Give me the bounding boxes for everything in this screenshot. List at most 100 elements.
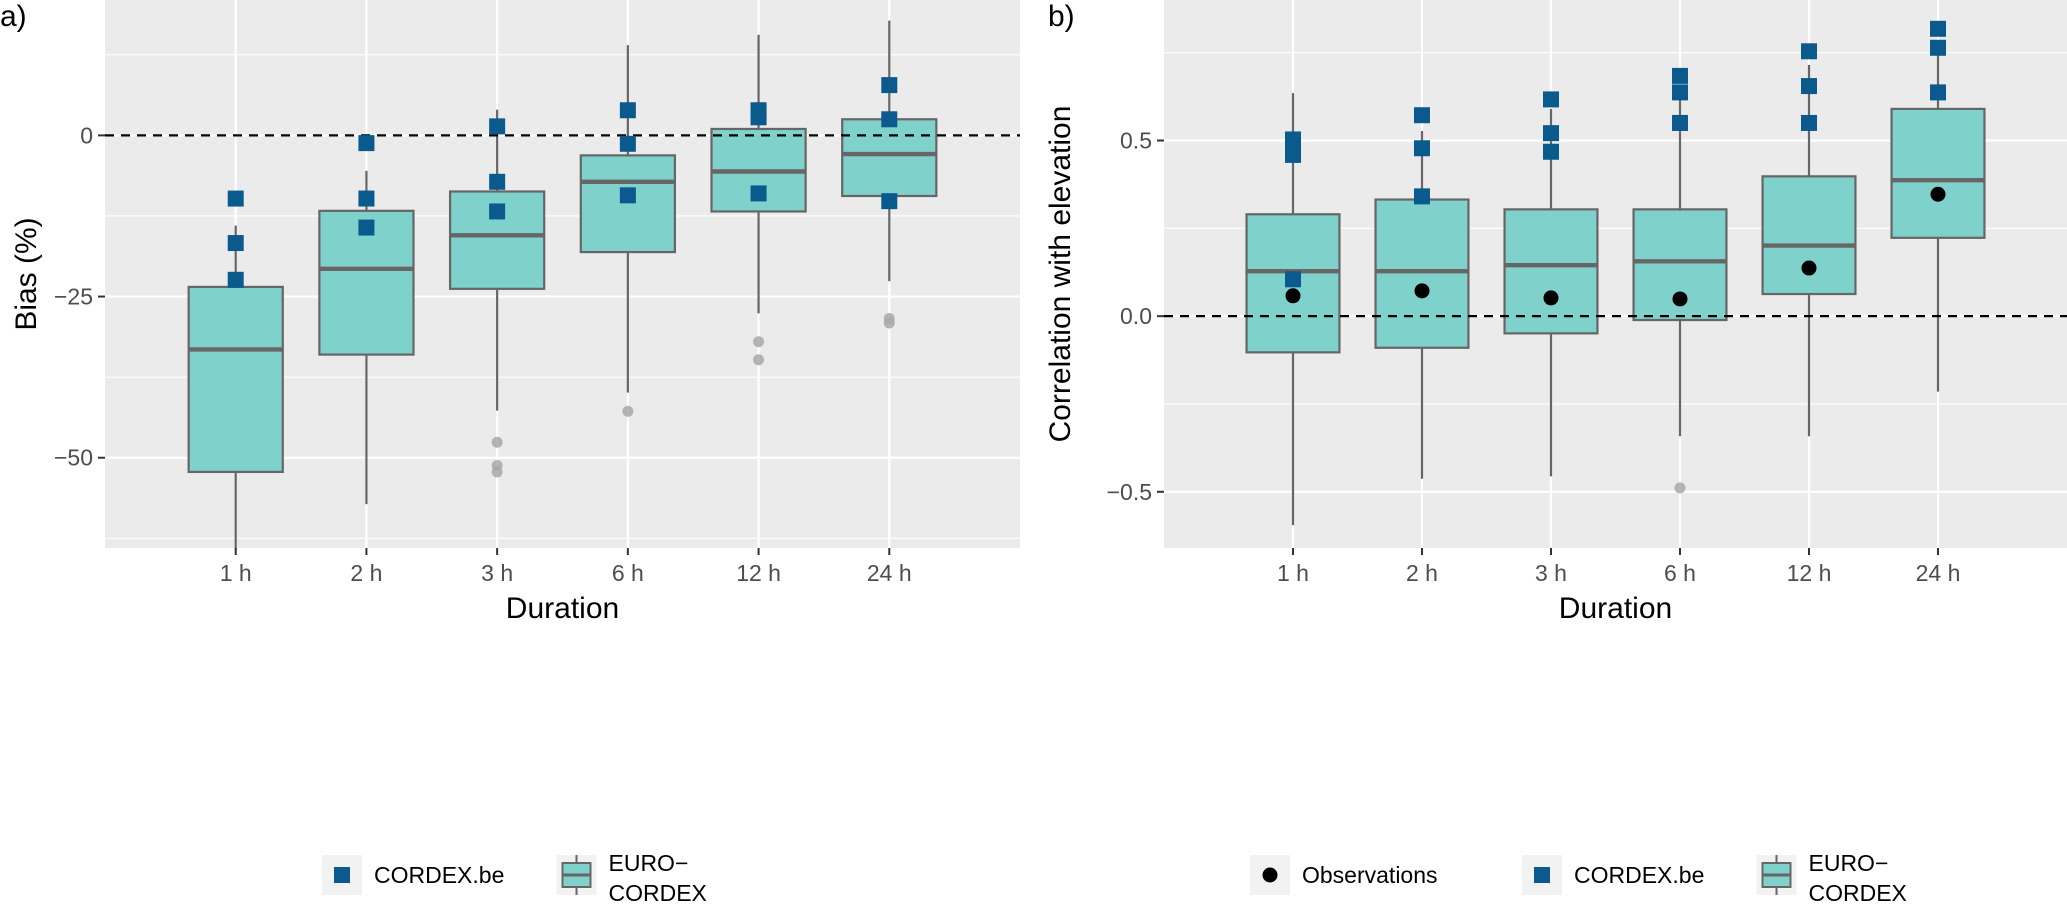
cordex-be-point xyxy=(1930,20,1946,37)
cordex-be-point xyxy=(1543,91,1559,108)
legend-label: Observations xyxy=(1302,862,1438,888)
boxplot-24h xyxy=(1890,45,1986,392)
box-iqr xyxy=(187,285,284,474)
cordex-be-point xyxy=(1543,143,1559,160)
box-iqr xyxy=(1503,208,1599,335)
cordex-be-point xyxy=(619,102,636,119)
outlier-point xyxy=(753,354,765,366)
observation-point xyxy=(1543,290,1559,306)
y-tick-label: −25 xyxy=(54,284,93,310)
panel-label: b) xyxy=(1048,0,1075,33)
y-tick-label: −0.5 xyxy=(1107,479,1152,505)
observation-point xyxy=(1285,288,1301,304)
boxplot-24h xyxy=(841,20,938,329)
x-tick-label: 3 h xyxy=(481,560,513,586)
x-tick-label: 2 h xyxy=(1406,560,1438,586)
cordex-be-point xyxy=(1414,107,1430,124)
observation-point xyxy=(1801,260,1817,276)
cordex-be-point xyxy=(1672,114,1688,131)
box-iqr xyxy=(579,154,677,254)
legend: Observations CORDEX.be EURO− CORDEX xyxy=(1250,850,1907,906)
x-tick-label: 6 h xyxy=(612,560,644,586)
cordex-be-point xyxy=(1285,131,1301,148)
observation-point xyxy=(1414,283,1430,299)
chart-panel-a: −50 −25 0 1 h 2 h 3 h 6 h 12 h 24 h Duration Bias … xyxy=(0,0,1020,906)
observation-point xyxy=(1930,186,1946,202)
cordex-be-point xyxy=(1672,84,1688,101)
x-axis-title: Duration xyxy=(1559,592,1672,625)
legend-key-circle xyxy=(1262,867,1278,883)
box-iqr xyxy=(1890,107,1986,239)
cordex-be-point xyxy=(750,185,767,202)
x-axis-title: Duration xyxy=(506,592,619,625)
cordex-be-point xyxy=(489,203,506,220)
cordex-be-point xyxy=(1930,39,1946,56)
legend-key-square xyxy=(334,867,350,883)
panel-label: a) xyxy=(0,0,27,33)
boxplot-3h xyxy=(1503,108,1599,477)
y-tick-label: 0.5 xyxy=(1120,128,1152,154)
cordex-be-point xyxy=(489,118,506,135)
cordex-be-point xyxy=(358,219,375,236)
cordex-be-point xyxy=(1801,78,1817,95)
x-tick-label: 24 h xyxy=(867,560,912,586)
cordex-be-point xyxy=(358,135,375,152)
outlier-point xyxy=(491,436,503,448)
boxplot-12h xyxy=(1761,64,1857,437)
cordex-be-point xyxy=(227,271,244,288)
legend-label: EURO− xyxy=(609,850,689,876)
cordex-be-point xyxy=(1414,188,1430,205)
outlier-point xyxy=(1674,482,1686,494)
box-iqr xyxy=(841,118,938,198)
outlier-point xyxy=(622,405,634,417)
observation-point xyxy=(1672,291,1688,307)
cordex-be-point xyxy=(1801,43,1817,60)
y-axis-title: Correlation with elevation xyxy=(1044,106,1077,443)
outlier-point xyxy=(491,466,503,478)
outlier-point xyxy=(753,336,765,348)
legend: CORDEX.be EURO− CORDEX xyxy=(322,850,707,906)
legend-label: EURO− xyxy=(1809,850,1889,876)
legend-key-square xyxy=(1534,867,1550,883)
x-tick-label: 3 h xyxy=(1535,560,1567,586)
y-axis-title: Bias (%) xyxy=(10,217,43,330)
x-tick-label: 24 h xyxy=(1916,560,1961,586)
cordex-be-point xyxy=(619,187,636,204)
y-tick-label: 0.0 xyxy=(1120,303,1152,329)
y-tick-label: 0 xyxy=(80,122,93,148)
legend-label: CORDEX xyxy=(609,880,707,906)
cordex-be-point xyxy=(1285,146,1301,163)
cordex-be-point xyxy=(1285,271,1301,288)
cordex-be-point xyxy=(881,111,898,128)
box-iqr xyxy=(1761,175,1857,296)
x-tick-label: 6 h xyxy=(1664,560,1696,586)
y-tick-label: −50 xyxy=(54,445,93,471)
x-tick-label: 1 h xyxy=(220,560,252,586)
cordex-be-point xyxy=(881,193,898,210)
legend-label: CORDEX.be xyxy=(374,862,504,888)
cordex-be-point xyxy=(1801,114,1817,131)
cordex-be-point xyxy=(881,77,898,94)
cordex-be-point xyxy=(358,190,375,207)
cordex-be-point xyxy=(227,190,244,207)
boxplot-6h xyxy=(579,45,677,417)
chart-panel-b: −0.5 0.0 0.5 1 h 2 h 3 h 6 h 12 h 24 h Duration Co… xyxy=(1044,0,2067,906)
x-tick-label: 2 h xyxy=(350,560,382,586)
legend-label: CORDEX xyxy=(1809,880,1907,906)
cordex-be-point xyxy=(750,109,767,126)
x-tick-label: 12 h xyxy=(736,560,781,586)
cordex-be-point xyxy=(619,135,636,152)
outlier-point xyxy=(883,317,895,329)
cordex-be-point xyxy=(1930,84,1946,101)
box-iqr xyxy=(1374,198,1470,349)
cordex-be-point xyxy=(1543,125,1559,142)
cordex-be-point xyxy=(227,235,244,252)
cordex-be-point xyxy=(1414,140,1430,157)
x-tick-label: 1 h xyxy=(1277,560,1309,586)
legend-label: CORDEX.be xyxy=(1574,862,1704,888)
cordex-be-point xyxy=(489,173,506,190)
cordex-be-point xyxy=(1672,67,1688,84)
x-tick-label: 12 h xyxy=(1787,560,1832,586)
